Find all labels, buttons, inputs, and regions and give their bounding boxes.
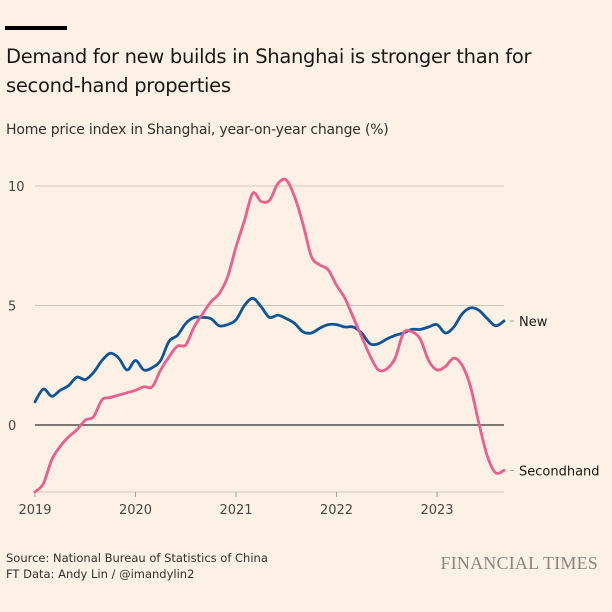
y-tick-label: 0	[8, 419, 16, 434]
chart-title: Demand for new builds in Shanghai is str…	[6, 45, 532, 97]
series-line-secondhand	[33, 177, 506, 494]
x-tick-label: 2020	[119, 503, 152, 518]
x-tick-label: 2022	[320, 503, 353, 518]
x-tick-label: 2021	[219, 503, 252, 518]
y-tick-label: 10	[8, 180, 25, 195]
credit-text: FT Data: Andy Lin / @imandylin2	[6, 567, 195, 581]
y-tick-label: 5	[8, 300, 16, 315]
financial-times-logo: FINANCIAL TIMES	[440, 553, 598, 573]
ft-top-rule	[5, 26, 67, 30]
x-tick-label: 2019	[18, 503, 51, 518]
source-text: Source: National Bureau of Statistics of…	[6, 551, 268, 565]
series-label-new: New	[519, 315, 548, 330]
chart-subtitle: Home price index in Shanghai, year-on-ye…	[6, 122, 389, 138]
series-label-secondhand: Secondhand	[519, 464, 600, 479]
series-line-new	[33, 296, 506, 404]
source-note: Source: National Bureau of Statistics of…	[6, 550, 268, 582]
x-tick-label: 2023	[420, 503, 453, 518]
